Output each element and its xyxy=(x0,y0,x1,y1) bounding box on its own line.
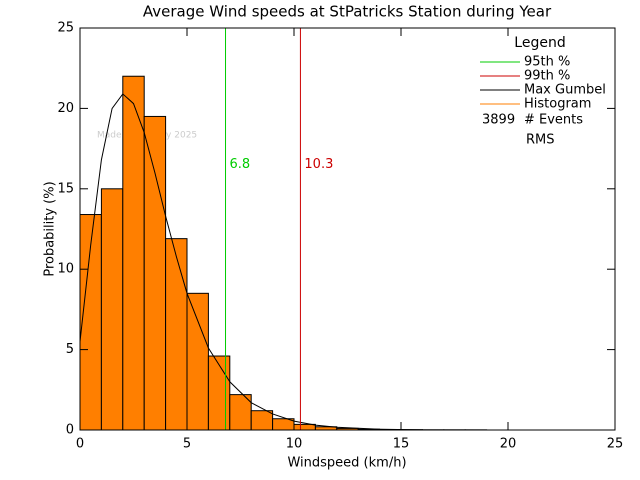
bar xyxy=(165,238,188,431)
x-tick-label: 25 xyxy=(607,437,624,452)
x-tick-label: 10 xyxy=(286,437,303,452)
x-axis-label: Windspeed (km/h) xyxy=(287,456,406,471)
bar xyxy=(100,188,124,431)
bar xyxy=(250,410,274,431)
event-label: # Events xyxy=(524,113,583,128)
bar xyxy=(293,423,316,431)
y-axis-label: Probability (%) xyxy=(43,181,58,276)
y-tick-label: 5 xyxy=(66,342,74,357)
fit-curve xyxy=(79,93,487,431)
legend-label: 99th % xyxy=(524,69,570,84)
y-tick-label: 25 xyxy=(57,21,74,36)
x-tick-label: 15 xyxy=(393,437,410,452)
legend-label: Histogram xyxy=(524,97,591,112)
bar xyxy=(207,355,231,431)
legend-label: 95th % xyxy=(524,55,570,70)
x-tick-label: 5 xyxy=(183,437,191,452)
y-tick-label: 20 xyxy=(57,101,74,116)
percentile-label: 10.3 xyxy=(304,157,333,172)
plot-frame xyxy=(79,27,616,431)
legend-title: Legend xyxy=(514,35,565,51)
y-tick-label: 15 xyxy=(57,181,74,196)
chart-title: Average Wind speeds at StPatricks Statio… xyxy=(143,3,552,21)
percentile-label: 6.8 xyxy=(230,157,251,172)
bar xyxy=(186,292,209,431)
legend-label: Max Gumbel xyxy=(524,83,606,98)
x-tick-label: 20 xyxy=(500,437,517,452)
bar xyxy=(122,75,145,431)
bar xyxy=(143,115,167,431)
event-count: 3899 xyxy=(482,113,515,128)
y-tick-label: 10 xyxy=(57,262,74,277)
y-tick-label: 0 xyxy=(66,423,74,438)
rms-label: RMS xyxy=(526,133,555,148)
x-tick-label: 0 xyxy=(76,437,84,452)
